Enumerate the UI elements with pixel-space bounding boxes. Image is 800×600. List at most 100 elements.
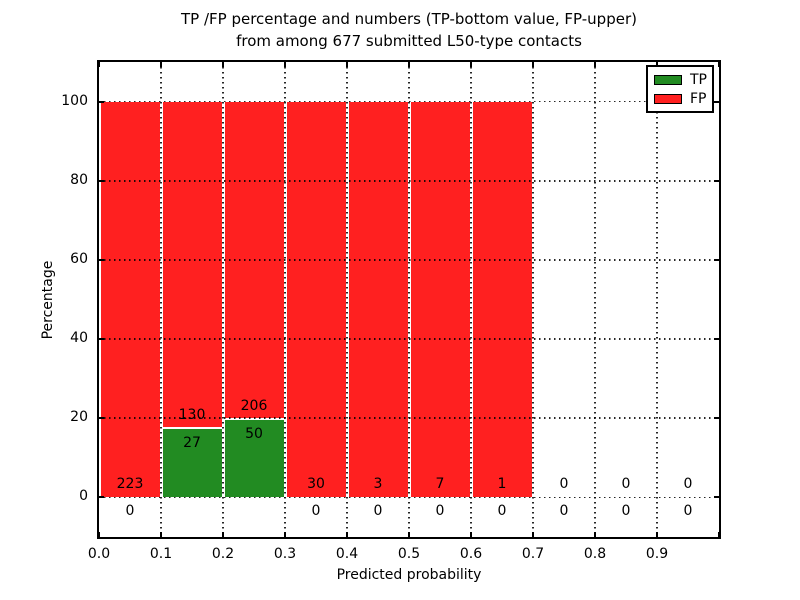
- x-tick-bottom: [284, 532, 286, 537]
- x-tick-label: 0.2: [211, 546, 235, 562]
- bar-count-fp: 30: [307, 475, 325, 492]
- bar-segment-fp: [410, 101, 470, 498]
- y-tick-label: 40: [70, 330, 88, 347]
- x-tick-bottom: [718, 532, 720, 537]
- x-tick-top: [532, 62, 534, 67]
- x-tick-bottom: [408, 532, 410, 537]
- bar-count-tp: 0: [373, 503, 383, 520]
- y-tick-right: [714, 179, 719, 182]
- y-tick-label: 80: [70, 171, 88, 188]
- x-tick-label: 0.0: [87, 546, 111, 562]
- gridline-vertical: [284, 62, 286, 537]
- x-tick-bottom: [656, 532, 658, 537]
- x-tick-bottom: [222, 532, 224, 537]
- x-tick-top: [470, 62, 472, 67]
- bar-count-fp: 3: [373, 475, 383, 492]
- bar-count-fp: 0: [559, 475, 569, 492]
- bar-count-tp: 0: [497, 503, 507, 520]
- x-tick-top: [594, 62, 596, 67]
- bar-count-fp: 0: [621, 475, 631, 492]
- bar-count-tp: 27: [183, 435, 201, 452]
- x-tick-label: 0.5: [397, 546, 421, 562]
- legend-label-fp: FP: [690, 90, 707, 107]
- y-tick-left: [99, 496, 104, 499]
- x-tick-label: 0.7: [521, 546, 545, 562]
- legend: TP FP: [646, 65, 714, 113]
- tp-swatch-icon: [654, 74, 682, 85]
- x-tick-top: [98, 62, 100, 67]
- bar-count-fp: 130: [178, 407, 206, 424]
- bar-segment-tp: [224, 420, 284, 498]
- x-tick-label: 0.9: [645, 546, 669, 562]
- x-tick-top: [346, 62, 348, 67]
- chart-title-line1: TP /FP percentage and numbers (TP-bottom…: [181, 10, 637, 28]
- x-tick-top: [718, 62, 720, 67]
- y-tick-label: 20: [70, 409, 88, 426]
- bar-segment-fp: [162, 101, 222, 428]
- gridline-vertical: [222, 62, 224, 537]
- bar-count-tp: 0: [621, 503, 631, 520]
- legend-item-tp: TP: [654, 73, 712, 87]
- x-tick-bottom: [532, 532, 534, 537]
- y-tick-label: 100: [61, 92, 88, 109]
- gridline-vertical: [470, 62, 472, 537]
- legend-label-tp: TP: [690, 71, 707, 88]
- x-tick-top: [284, 62, 286, 67]
- bar-segment-fp: [472, 101, 532, 498]
- x-tick-top: [160, 62, 162, 67]
- gridline-vertical: [160, 62, 162, 537]
- y-tick-left: [99, 179, 104, 182]
- y-tick-left: [99, 417, 104, 420]
- x-tick-bottom: [470, 532, 472, 537]
- x-tick-bottom: [346, 532, 348, 537]
- gridline-vertical: [408, 62, 410, 537]
- bar-count-fp: 223: [116, 475, 144, 492]
- bar-segment-fp: [100, 101, 160, 498]
- x-tick-label: 0.6: [459, 546, 483, 562]
- bar-count-tp: 0: [435, 503, 445, 520]
- gridline-vertical: [532, 62, 534, 537]
- chart-title: TP /FP percentage and numbers (TP-bottom…: [97, 8, 721, 52]
- x-tick-label: 0.4: [335, 546, 359, 562]
- x-tick-bottom: [160, 532, 162, 537]
- y-tick-left: [99, 338, 104, 341]
- bar-count-fp: 7: [435, 475, 445, 492]
- y-tick-label: 0: [79, 488, 88, 505]
- bar-count-fp: 206: [240, 398, 268, 415]
- plot-area: 223 0 130 27 206 50 30 0 3 0 7 0 1 0 0 0 0 0 0 0: [97, 60, 721, 539]
- bar-count-tp: 0: [311, 503, 321, 520]
- x-tick-label: 0.8: [583, 546, 607, 562]
- x-tick-label: 0.1: [149, 546, 173, 562]
- y-tick-right: [714, 496, 719, 499]
- bar-segment-fp: [348, 101, 408, 498]
- x-tick-top: [222, 62, 224, 67]
- bar-count-tp: 50: [245, 425, 263, 442]
- bar-count-fp: 1: [497, 475, 507, 492]
- x-tick-top: [656, 62, 658, 67]
- x-axis-label: Predicted probability: [336, 567, 482, 583]
- bar-count-tp: 0: [125, 503, 135, 520]
- x-tick-bottom: [594, 532, 596, 537]
- x-tick-label: 0.3: [273, 546, 297, 562]
- x-tick-top: [408, 62, 410, 67]
- bar-count-tp: 0: [559, 503, 569, 520]
- chart-title-line2: from among 677 submitted L50-type contac…: [236, 32, 582, 50]
- bar-segment-fp: [286, 101, 346, 498]
- bar-count-tp: 0: [683, 503, 693, 520]
- legend-item-fp: FP: [654, 92, 712, 106]
- bar-count-fp: 0: [683, 475, 693, 492]
- gridline-vertical: [656, 62, 658, 537]
- fp-swatch-icon: [654, 93, 682, 104]
- y-axis-label: Percentage: [40, 260, 56, 340]
- y-tick-right: [714, 417, 719, 420]
- y-tick-left: [99, 100, 104, 103]
- y-tick-label: 60: [70, 250, 88, 267]
- y-tick-left: [99, 258, 104, 261]
- gridline-vertical: [346, 62, 348, 537]
- bar-segment-tp: [162, 429, 222, 498]
- y-tick-right: [714, 258, 719, 261]
- x-tick-bottom: [98, 532, 100, 537]
- y-tick-right: [714, 338, 719, 341]
- gridline-vertical: [594, 62, 596, 537]
